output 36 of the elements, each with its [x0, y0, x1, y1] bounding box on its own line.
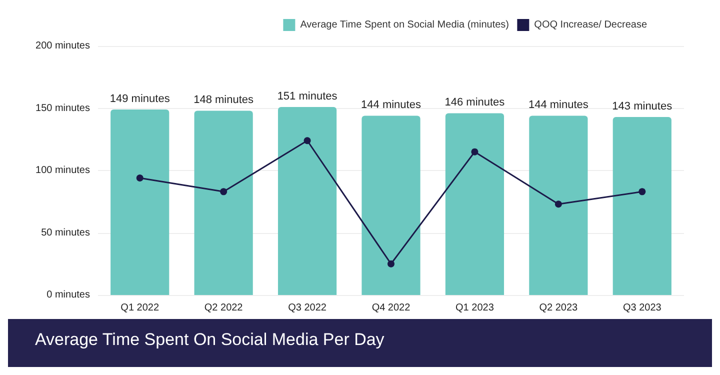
data-label: 146 minutes — [444, 96, 506, 109]
x-tick-label: Q2 2023 — [539, 302, 578, 314]
x-tick-label: Q1 2022 — [120, 302, 160, 314]
y-tick-label: 150 minutes — [36, 102, 90, 114]
point — [136, 174, 144, 182]
bar — [194, 110, 253, 295]
point — [638, 188, 646, 196]
y-tick-label: 200 minutes — [36, 40, 90, 52]
data-label: 144 minutes — [528, 99, 589, 112]
bar — [362, 116, 420, 295]
legend-label: Average Time Spent on Social Media (minutes) — [300, 20, 509, 30]
y-tick-label: 0 minutes — [46, 290, 90, 300]
data-label: 143 minutes — [612, 100, 673, 112]
y-tick-label: 50 minutes — [41, 227, 90, 238]
data-label: 144 minutes — [361, 99, 422, 112]
point — [304, 137, 311, 144]
y-tick-label: 100 minutes — [36, 165, 90, 176]
point — [388, 260, 394, 268]
data-label: 148 minutes — [194, 94, 254, 106]
data-label: 151 minutes — [277, 90, 338, 103]
x-tick-label: Q4 2022 — [372, 302, 411, 314]
data-label: 149 minutes — [110, 92, 170, 105]
bar — [445, 113, 504, 295]
text: Average Time Spent On Social Media Per Day — [35, 330, 385, 349]
x-tick-label: Q2 2022 — [204, 302, 244, 314]
point — [220, 188, 228, 196]
bar — [612, 116, 672, 295]
point — [471, 148, 478, 156]
bar — [110, 109, 170, 295]
bar — [278, 107, 337, 295]
point — [554, 200, 562, 208]
x-tick-label: Q1 2023 — [456, 302, 494, 314]
x-tick-label: Q3 2023 — [622, 302, 662, 314]
bar — [529, 116, 588, 295]
legend-label: QOQ Increase/ Decrease — [534, 20, 648, 30]
x-tick-label: Q3 2022 — [288, 302, 327, 314]
